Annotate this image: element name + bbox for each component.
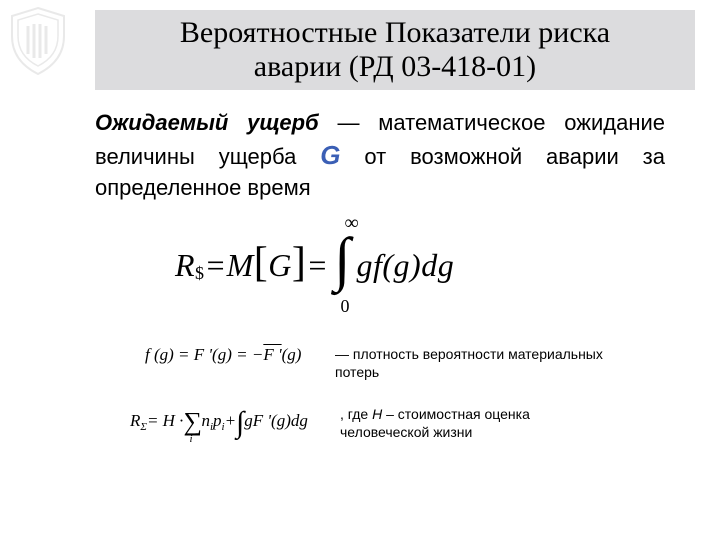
density-expr: f (g) = F '(g) = − — [145, 345, 263, 365]
integral-symbol-group: ∞ ∫ 0 — [329, 244, 357, 287]
density-formula: f (g) = F '(g) = −F '(g) — [145, 345, 301, 365]
sum-p-sub: i — [222, 421, 225, 433]
g-variable: G — [320, 140, 340, 170]
formula-G: G — [268, 247, 292, 284]
density-bar: F ' — [263, 345, 281, 365]
integral-lower: 0 — [341, 296, 351, 317]
sum-symbol-group: ∑ i — [183, 403, 201, 433]
sum-n-sub: i — [210, 421, 213, 433]
integral-sign: ∫ — [334, 226, 351, 292]
formula-M: M — [227, 247, 254, 284]
rsigma-plus: + — [225, 411, 236, 431]
main-formula: R$ = M [G] = ∞ ∫ 0 gf(g)dg — [175, 220, 535, 310]
rsigma-R: R — [130, 411, 140, 431]
rsigma-integral-sign: ∫ — [236, 406, 244, 440]
rsigma-eq: = H · — [147, 411, 184, 431]
sum-sign: ∑ — [183, 407, 202, 436]
title-line2: аварии (РД 03-418-01) — [254, 50, 536, 83]
rsigma-anno-prefix: , где — [340, 406, 372, 422]
bracket-close: ] — [292, 239, 307, 287]
sum-index: i — [189, 433, 192, 445]
integrand: gf(g)dg — [357, 247, 455, 284]
rsigma-anno-var: H — [372, 406, 382, 422]
title-bar: Вероятностные Показатели риска аварии (Р… — [95, 10, 695, 90]
rsigma-formula: RΣ = H · ∑ i ni pi + ∫ gF '(g)dg — [130, 400, 308, 440]
sum-p: p — [213, 411, 222, 431]
slide-title: Вероятностные Показатели риска аварии (Р… — [180, 16, 610, 85]
rsigma-sub: Σ — [140, 421, 147, 433]
rsigma-integrand: gF '(g)dg — [244, 411, 308, 431]
formula-eq2: = — [306, 247, 328, 284]
formula-eq1: = — [205, 247, 227, 284]
density-tail: (g) — [282, 345, 302, 365]
bracket-open: [ — [254, 239, 269, 287]
body-paragraph: Ожидаемый ущерб — математическое ожидани… — [95, 108, 665, 202]
rsigma-annotation: , где H – стоимостная оценка человеческо… — [340, 405, 620, 441]
title-line1: Вероятностные Показатели риска — [180, 16, 610, 49]
formula-R: R — [175, 247, 195, 284]
body-lead: Ожидаемый ущерб — [95, 110, 319, 135]
shield-logo — [8, 6, 68, 76]
slide: { "title": { "line1": "Вероятностные Пок… — [0, 0, 720, 540]
formula-R-sub: $ — [195, 263, 205, 284]
density-annotation: — плотность вероятности материальных пот… — [335, 345, 615, 381]
sum-n: n — [201, 411, 210, 431]
